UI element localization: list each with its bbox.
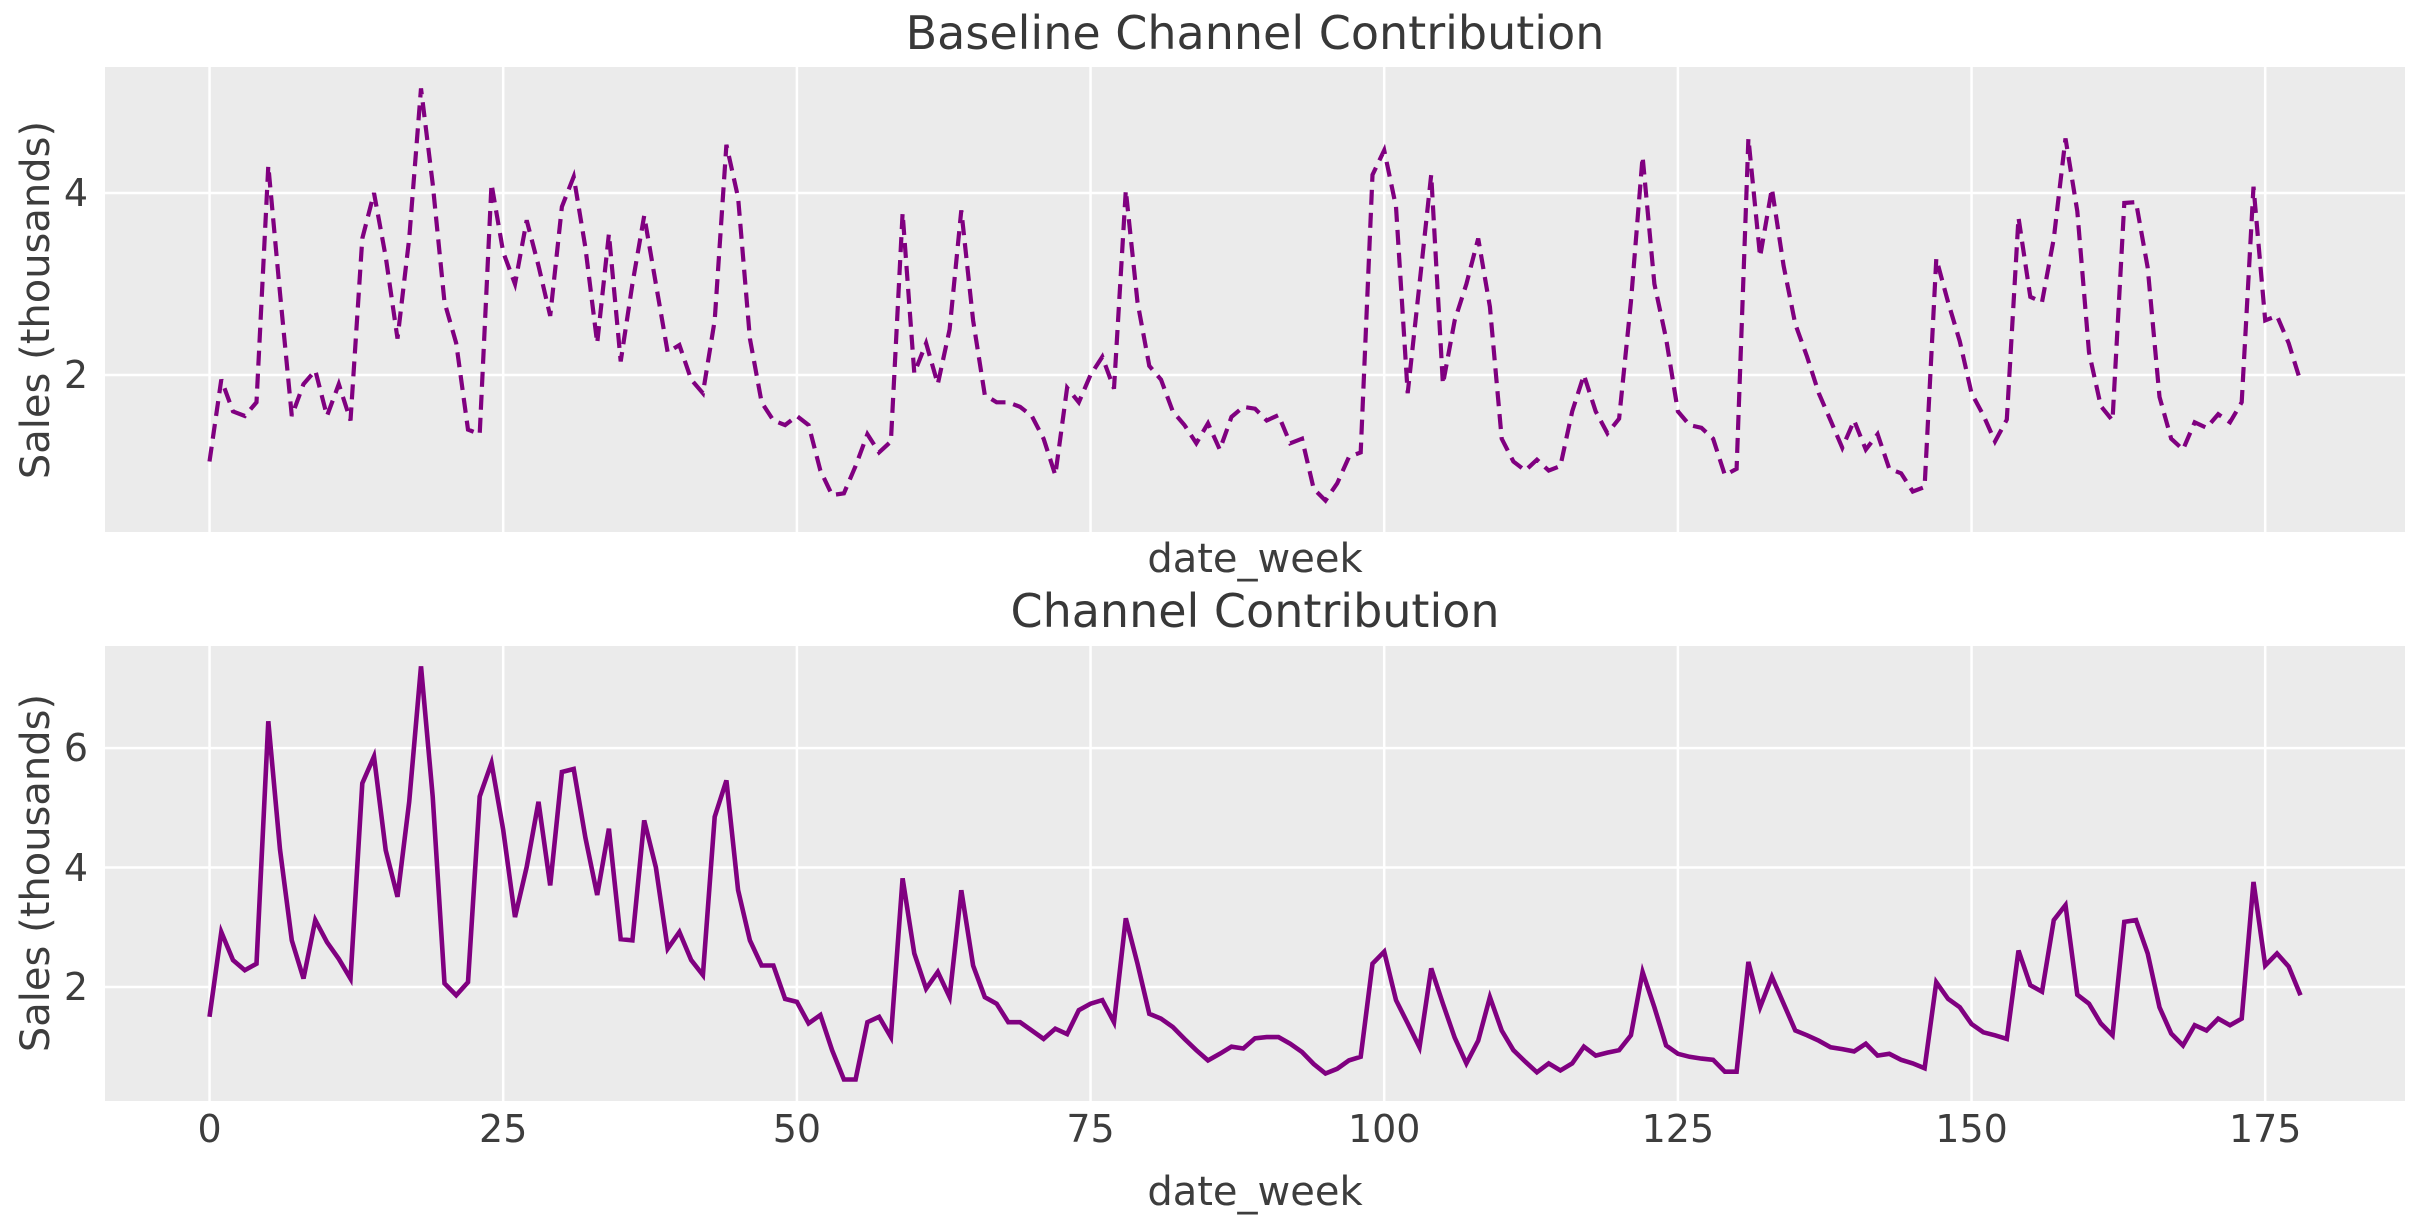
x-tick-label: 150: [1935, 1107, 2008, 1151]
x-tick-label: 125: [1641, 1107, 1715, 1151]
y-tick-label: 6: [63, 726, 88, 771]
channel-line-chart: [105, 646, 2405, 1101]
y-tick-label: 4: [63, 171, 88, 216]
x-tick-label: 25: [479, 1107, 528, 1151]
y-tick-label: 2: [63, 353, 88, 398]
chart-title: Baseline Channel Contribution: [905, 6, 1605, 60]
series-line-solid: [207, 666, 2303, 1082]
x-tick-label: 175: [2228, 1107, 2302, 1151]
x-tick-label: 75: [1066, 1107, 1115, 1151]
x-tick-label: 50: [772, 1107, 822, 1151]
plot-area: [105, 646, 2405, 1101]
y-tick-label: 4: [63, 845, 88, 890]
baseline-line-chart: [105, 67, 2405, 532]
x-tick-label: 100: [1347, 1107, 1421, 1151]
y-tick-label: 2: [63, 964, 88, 1009]
plot-area: [105, 67, 2405, 532]
chart-title: Channel Contribution: [1010, 584, 1500, 638]
x-tick-label: 0: [197, 1107, 222, 1151]
x-axis-label: date_week: [1147, 536, 1363, 582]
series-line-dashed: [207, 88, 2303, 504]
x-axis-label: date_week: [1147, 1169, 1363, 1215]
